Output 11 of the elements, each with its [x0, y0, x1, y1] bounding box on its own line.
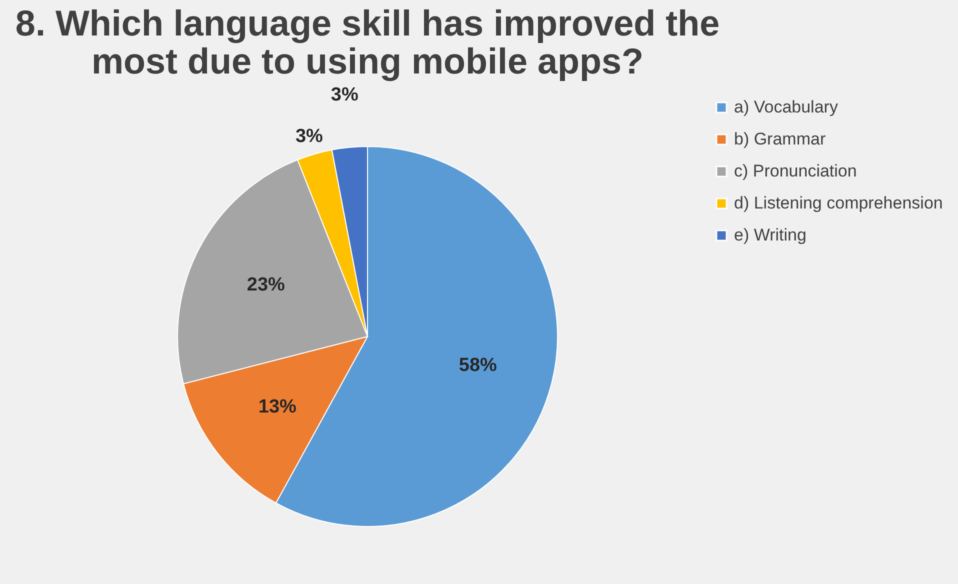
- data-label: 23%: [246, 274, 286, 296]
- data-label: 13%: [258, 396, 297, 418]
- data-label: 3%: [295, 126, 324, 147]
- chart-title: 8. Which language skill has improved the most due to using mobile apps?: [15, 2, 720, 82]
- legend-label: c) Pronunciation: [734, 162, 857, 180]
- legend-label: e) Writing: [734, 226, 806, 244]
- data-label: 58%: [458, 354, 498, 376]
- data-label: 3%: [330, 84, 358, 106]
- legend-label: a) Vocabulary: [734, 98, 838, 116]
- legend-label: d) Listening comprehension: [734, 194, 943, 212]
- legend-label: b) Grammar: [734, 130, 826, 148]
